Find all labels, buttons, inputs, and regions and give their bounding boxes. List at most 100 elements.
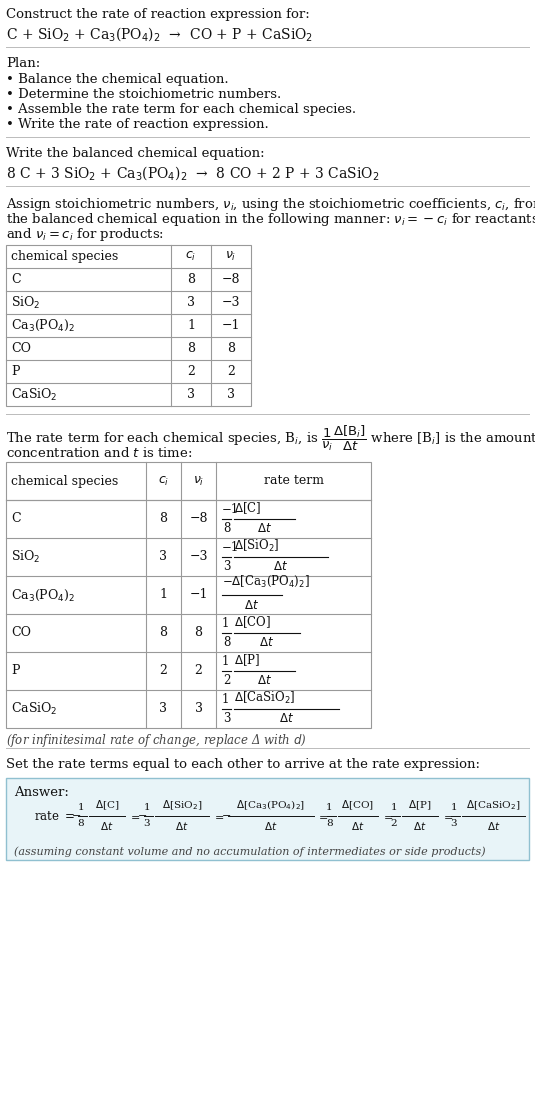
Text: $\Delta$[SiO$_2$]: $\Delta$[SiO$_2$]	[234, 537, 279, 554]
Text: −1: −1	[222, 541, 239, 554]
Text: 8: 8	[187, 342, 195, 355]
Text: and $\nu_i = c_i$ for products:: and $\nu_i = c_i$ for products:	[6, 226, 164, 243]
Text: 3: 3	[223, 560, 230, 573]
Text: 8: 8	[326, 820, 333, 829]
Text: Assign stoichiometric numbers, $\nu_i$, using the stoichiometric coefficients, $: Assign stoichiometric numbers, $\nu_i$, …	[6, 196, 535, 213]
Text: $=$: $=$	[212, 811, 224, 821]
Text: Set the rate terms equal to each other to arrive at the rate expression:: Set the rate terms equal to each other t…	[6, 758, 480, 771]
Text: 8: 8	[187, 273, 195, 286]
Text: 2: 2	[187, 365, 195, 378]
Text: 3: 3	[227, 388, 235, 401]
Text: rate $=$: rate $=$	[34, 810, 75, 822]
Text: $\Delta$[CaSiO$_2$]: $\Delta$[CaSiO$_2$]	[234, 690, 295, 706]
Text: SiO$_2$: SiO$_2$	[11, 548, 41, 565]
Text: $\Delta t$: $\Delta t$	[413, 820, 427, 831]
Text: 2: 2	[227, 365, 235, 378]
Text: −1: −1	[221, 319, 240, 332]
Text: 1: 1	[187, 319, 195, 332]
Text: −3: −3	[189, 551, 208, 564]
Text: Ca$_3$(PO$_4$)$_2$: Ca$_3$(PO$_4$)$_2$	[11, 587, 75, 603]
Text: −1: −1	[222, 503, 239, 516]
Text: 2: 2	[195, 665, 202, 677]
Text: −: −	[72, 811, 81, 821]
Text: −3: −3	[221, 296, 240, 309]
Text: 8: 8	[227, 342, 235, 355]
Text: • Determine the stoichiometric numbers.: • Determine the stoichiometric numbers.	[6, 88, 281, 101]
Text: 8: 8	[195, 626, 203, 639]
Text: 3: 3	[223, 712, 230, 725]
Text: chemical species: chemical species	[11, 250, 118, 263]
Text: 2: 2	[391, 820, 398, 829]
Text: C: C	[11, 273, 21, 286]
Text: $\Delta$[P]: $\Delta$[P]	[234, 653, 260, 668]
Text: CO: CO	[11, 342, 31, 355]
Text: −$\Delta$[Ca$_3$(PO$_4$)$_2$]: −$\Delta$[Ca$_3$(PO$_4$)$_2$]	[222, 574, 310, 589]
Text: The rate term for each chemical species, B$_i$, is $\dfrac{1}{\nu_i}\dfrac{\Delt: The rate term for each chemical species,…	[6, 424, 535, 453]
Text: CaSiO$_2$: CaSiO$_2$	[11, 387, 58, 402]
Text: −: −	[222, 811, 231, 821]
Text: 3: 3	[159, 551, 167, 564]
Text: $\Delta t$: $\Delta t$	[279, 712, 294, 725]
Text: Construct the rate of reaction expression for:: Construct the rate of reaction expressio…	[6, 8, 310, 21]
Text: $c_i$: $c_i$	[185, 250, 197, 263]
Text: Answer:: Answer:	[14, 786, 69, 799]
Bar	[6, 778, 529, 860]
Text: $\Delta$[C]: $\Delta$[C]	[234, 500, 261, 516]
Text: 1: 1	[222, 692, 230, 706]
Text: CO: CO	[11, 626, 31, 639]
Text: −8: −8	[221, 273, 240, 286]
Text: 2: 2	[223, 674, 230, 687]
Text: • Write the rate of reaction expression.: • Write the rate of reaction expression.	[6, 117, 269, 131]
Text: $\Delta$[Ca$_3$(PO$_4$)$_2$]: $\Delta$[Ca$_3$(PO$_4$)$_2$]	[236, 799, 305, 812]
Text: 3: 3	[144, 820, 150, 829]
Text: −8: −8	[189, 513, 208, 525]
Text: 1: 1	[144, 803, 150, 812]
Text: $\Delta$[CO]: $\Delta$[CO]	[234, 614, 271, 630]
Text: 1: 1	[222, 617, 230, 630]
Text: $\Delta$[C]: $\Delta$[C]	[95, 799, 119, 812]
Text: C + SiO$_2$ + Ca$_3$(PO$_4$)$_2$  →  CO + P + CaSiO$_2$: C + SiO$_2$ + Ca$_3$(PO$_4$)$_2$ → CO + …	[6, 25, 313, 43]
Text: Plan:: Plan:	[6, 57, 40, 70]
Text: $\Delta t$: $\Delta t$	[351, 820, 364, 831]
Bar	[6, 462, 371, 728]
Text: C: C	[11, 513, 21, 525]
Text: 8: 8	[159, 626, 167, 639]
Text: concentration and $t$ is time:: concentration and $t$ is time:	[6, 447, 193, 460]
Text: $\Delta t$: $\Delta t$	[264, 820, 278, 831]
Text: $\Delta t$: $\Delta t$	[259, 636, 274, 649]
Text: $=$: $=$	[128, 811, 140, 821]
Text: −: −	[138, 811, 147, 821]
Text: $\Delta t$: $\Delta t$	[257, 522, 272, 535]
Text: $\Delta t$: $\Delta t$	[487, 820, 500, 831]
Text: $\nu_i$: $\nu_i$	[225, 250, 236, 263]
Text: SiO$_2$: SiO$_2$	[11, 295, 41, 310]
Text: 3: 3	[450, 820, 457, 829]
Text: −1: −1	[189, 588, 208, 602]
Text: $\Delta t$: $\Delta t$	[175, 820, 189, 831]
Text: 1: 1	[450, 803, 457, 812]
Text: $\nu_i$: $\nu_i$	[193, 474, 204, 488]
Text: 8 C + 3 SiO$_2$ + Ca$_3$(PO$_4$)$_2$  →  8 CO + 2 P + 3 CaSiO$_2$: 8 C + 3 SiO$_2$ + Ca$_3$(PO$_4$)$_2$ → 8…	[6, 164, 379, 182]
Text: • Assemble the rate term for each chemical species.: • Assemble the rate term for each chemic…	[6, 103, 356, 116]
Text: 1: 1	[78, 803, 85, 812]
Text: 1: 1	[326, 803, 333, 812]
Text: 8: 8	[223, 636, 230, 649]
Text: $c_i$: $c_i$	[158, 474, 169, 488]
Text: $=$: $=$	[381, 811, 393, 821]
Text: $=$: $=$	[441, 811, 453, 821]
Text: $=$: $=$	[317, 811, 329, 821]
Text: $\Delta$[CO]: $\Delta$[CO]	[341, 799, 374, 812]
Text: 8: 8	[223, 522, 230, 535]
Text: 8: 8	[78, 820, 85, 829]
Text: 3: 3	[187, 388, 195, 401]
Text: chemical species: chemical species	[11, 474, 118, 488]
Text: Write the balanced chemical equation:: Write the balanced chemical equation:	[6, 147, 265, 160]
Text: 3: 3	[187, 296, 195, 309]
Text: 3: 3	[195, 702, 203, 716]
Text: Ca$_3$(PO$_4$)$_2$: Ca$_3$(PO$_4$)$_2$	[11, 318, 75, 334]
Text: • Balance the chemical equation.: • Balance the chemical equation.	[6, 73, 228, 86]
Text: P: P	[11, 365, 19, 378]
Text: 2: 2	[159, 665, 167, 677]
Text: 1: 1	[222, 655, 230, 668]
Text: $\Delta t$: $\Delta t$	[257, 674, 272, 687]
